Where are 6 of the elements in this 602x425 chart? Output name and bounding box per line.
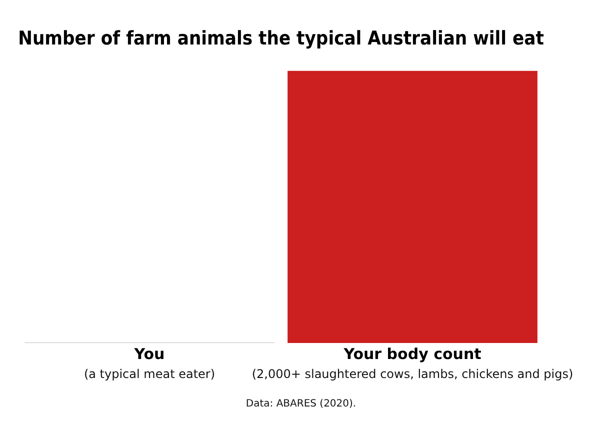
x-tick-label: Your body count [342,344,482,363]
x-tick-label: You [133,344,165,363]
text: Data: ABARES (2020). [246,398,356,410]
text: (a typical meat eater) [84,367,216,382]
text: (2,000+ slaughtered cows, lambs, chickens and pigs) [252,367,574,382]
chart-title: Number of farm animals the typical Australian will eat [18,28,544,50]
